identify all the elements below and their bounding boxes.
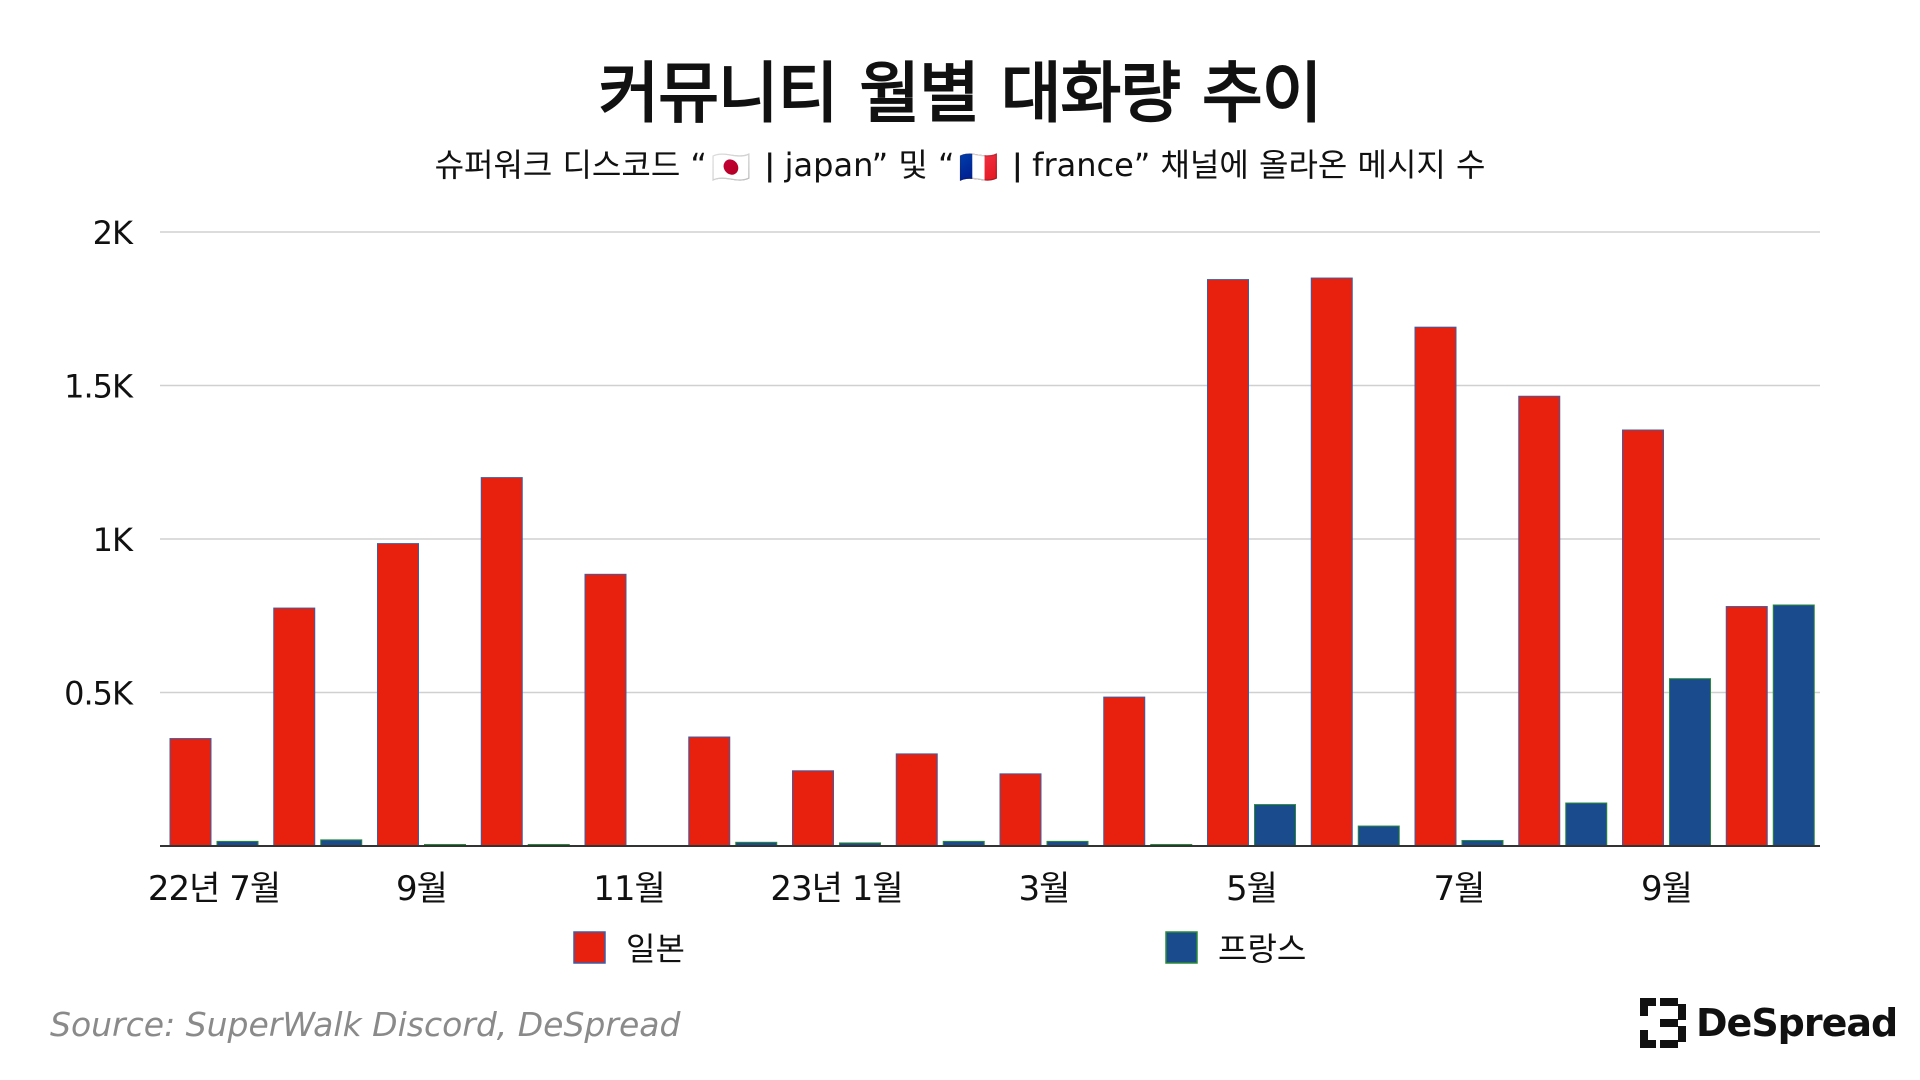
bar-japan: [1414, 326, 1457, 847]
source-note: Source: SuperWalk Discord, DeSpread: [50, 1005, 681, 1044]
bar-france: [1254, 804, 1296, 847]
bar-japan: [688, 736, 731, 847]
despread-logo: DeSpread: [1640, 998, 1898, 1048]
bar-japan: [1207, 279, 1249, 847]
x-tick-label: 23년 1월: [770, 869, 902, 909]
bar-france: [1772, 604, 1815, 847]
y-tick-label: 0.5K: [64, 675, 134, 713]
bar-japan: [1310, 277, 1353, 847]
y-tick-label: 1K: [93, 521, 134, 559]
subtitle-france-channel: ǀ france” 채널에 올라온 메시지 수: [1002, 146, 1486, 184]
bar-france: [1565, 802, 1608, 847]
bar-japan: [377, 543, 419, 847]
bar-japan: [895, 753, 938, 847]
bar-france: [1357, 825, 1400, 847]
bar-france: [1669, 678, 1711, 847]
despread-logo-icon: [1640, 998, 1686, 1048]
bars: [169, 277, 1815, 847]
bar-japan: [584, 573, 627, 847]
bar-japan: [169, 738, 212, 847]
x-tick-label: 9월: [396, 869, 447, 909]
y-tick-label: 1.5K: [64, 368, 134, 406]
legend-label-france: 프랑스: [1218, 930, 1306, 968]
chart-subtitle: 슈퍼워크 디스코드 “🇯🇵 ǀ japan” 및 “🇫🇷 ǀ france” 채…: [0, 140, 1920, 186]
japan-flag-icon: 🇯🇵: [711, 148, 751, 186]
legend-swatch-japan: [573, 931, 606, 964]
x-tick-label: 7월: [1434, 869, 1485, 909]
x-tick-label: 9월: [1641, 869, 1692, 909]
bar-japan: [999, 773, 1042, 847]
subtitle-prefix: 슈퍼워크 디스코드 “: [434, 146, 708, 184]
bar-japan: [1103, 696, 1146, 847]
y-axis-ticks: 0.5K 1K 1.5K 2K: [64, 214, 135, 713]
legend: 일본 프랑스: [573, 930, 1306, 968]
y-tick-label: 2K: [93, 214, 134, 252]
bar-japan: [1518, 395, 1561, 847]
x-tick-label: 5월: [1226, 869, 1277, 909]
bar-japan: [1725, 606, 1768, 847]
france-flag-icon: 🇫🇷: [958, 148, 999, 186]
bar-japan: [792, 770, 834, 847]
legend-swatch-france: [1165, 931, 1198, 964]
bar-japan: [480, 477, 523, 847]
chart-title: 커뮤니티 월별 대화량 추이: [598, 55, 1323, 132]
x-tick-label: 22년 7월: [148, 869, 280, 909]
bar-japan: [273, 607, 316, 847]
subtitle-japan-channel: ǀ japan” 및 “: [754, 146, 955, 184]
logo-text: DeSpread: [1696, 1001, 1898, 1045]
bar-japan: [1622, 429, 1664, 847]
x-axis-ticks: 22년 7월 9월 11월 23년 1월 3월 5월 7월 9월: [148, 869, 1693, 909]
x-tick-label: 3월: [1019, 869, 1070, 909]
legend-label-japan: 일본: [626, 930, 685, 968]
x-tick-label: 11월: [593, 869, 665, 909]
